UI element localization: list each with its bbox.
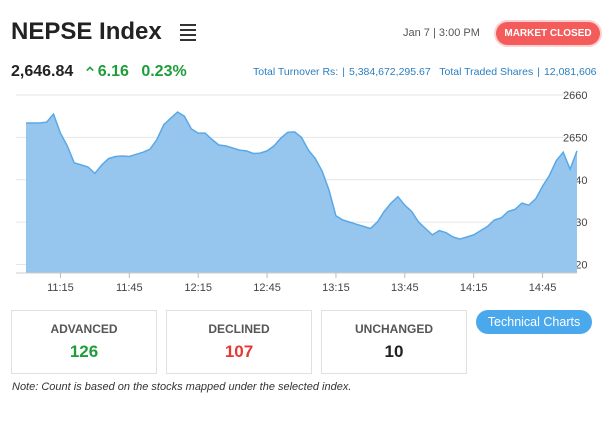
index-change-value: 6.16 <box>97 63 129 80</box>
index-area <box>26 112 577 273</box>
x-tick-label: 14:45 <box>529 282 557 294</box>
index-value: 2,646.84 <box>11 63 74 80</box>
x-tick-label: 13:15 <box>322 282 350 294</box>
x-tick-label: 11:15 <box>47 282 74 294</box>
index-intraday-chart[interactable]: 2620263026402650266011:1511:4512:1512:45… <box>0 85 612 300</box>
market-time: 3:00 PM <box>438 27 480 39</box>
turnover-label: Total Turnover Rs: <box>253 66 339 78</box>
x-tick-label: 12:45 <box>253 282 281 294</box>
x-tick-label: 13:45 <box>391 282 419 294</box>
unchanged-count-card: UNCHANGED 10 <box>321 310 467 374</box>
shares-value: 12,081,606 <box>543 66 597 78</box>
turnover-value: 5,384,672,295.67 <box>348 66 431 78</box>
hamburger-menu-icon[interactable] <box>180 24 196 41</box>
advanced-count: 126 <box>69 342 99 361</box>
advanced-label: ADVANCED <box>50 322 118 336</box>
x-tick-label: 12:15 <box>184 282 212 294</box>
index-line <box>26 111 578 240</box>
index-summary: 2,646.84 6.16 0.23% <box>11 63 187 81</box>
y-tick-label: 2650 <box>563 132 587 144</box>
index-change: 6.16 <box>85 63 129 80</box>
x-tick-label: 14:15 <box>460 282 488 294</box>
market-status-badge: MARKET CLOSED <box>496 22 600 45</box>
declined-label: DECLINED <box>208 322 270 336</box>
market-datetime: Jan 7 | 3:00 PM <box>403 27 480 39</box>
declined-count: 107 <box>224 342 254 361</box>
index-percent-change: 0.23% <box>141 63 187 80</box>
x-tick-label: 11:45 <box>116 282 143 294</box>
y-tick-label: 2660 <box>563 90 587 102</box>
market-turnover: Total Turnover Rs: | 5,384,672,295.67 Tota… <box>253 66 597 78</box>
chevron-up-icon <box>85 66 94 72</box>
advanced-count-card: ADVANCED 126 <box>11 310 157 374</box>
declined-count-card: DECLINED 107 <box>166 310 312 374</box>
footnote: Note: Count is based on the stocks mappe… <box>12 381 352 393</box>
technical-charts-button[interactable]: Technical Charts <box>476 310 592 334</box>
unchanged-count: 10 <box>384 342 404 361</box>
unchanged-label: UNCHANGED <box>355 322 433 336</box>
page-title: NEPSE Index <box>11 18 162 45</box>
market-date: Jan 7 <box>403 27 430 39</box>
shares-label: Total Traded Shares <box>439 66 534 78</box>
